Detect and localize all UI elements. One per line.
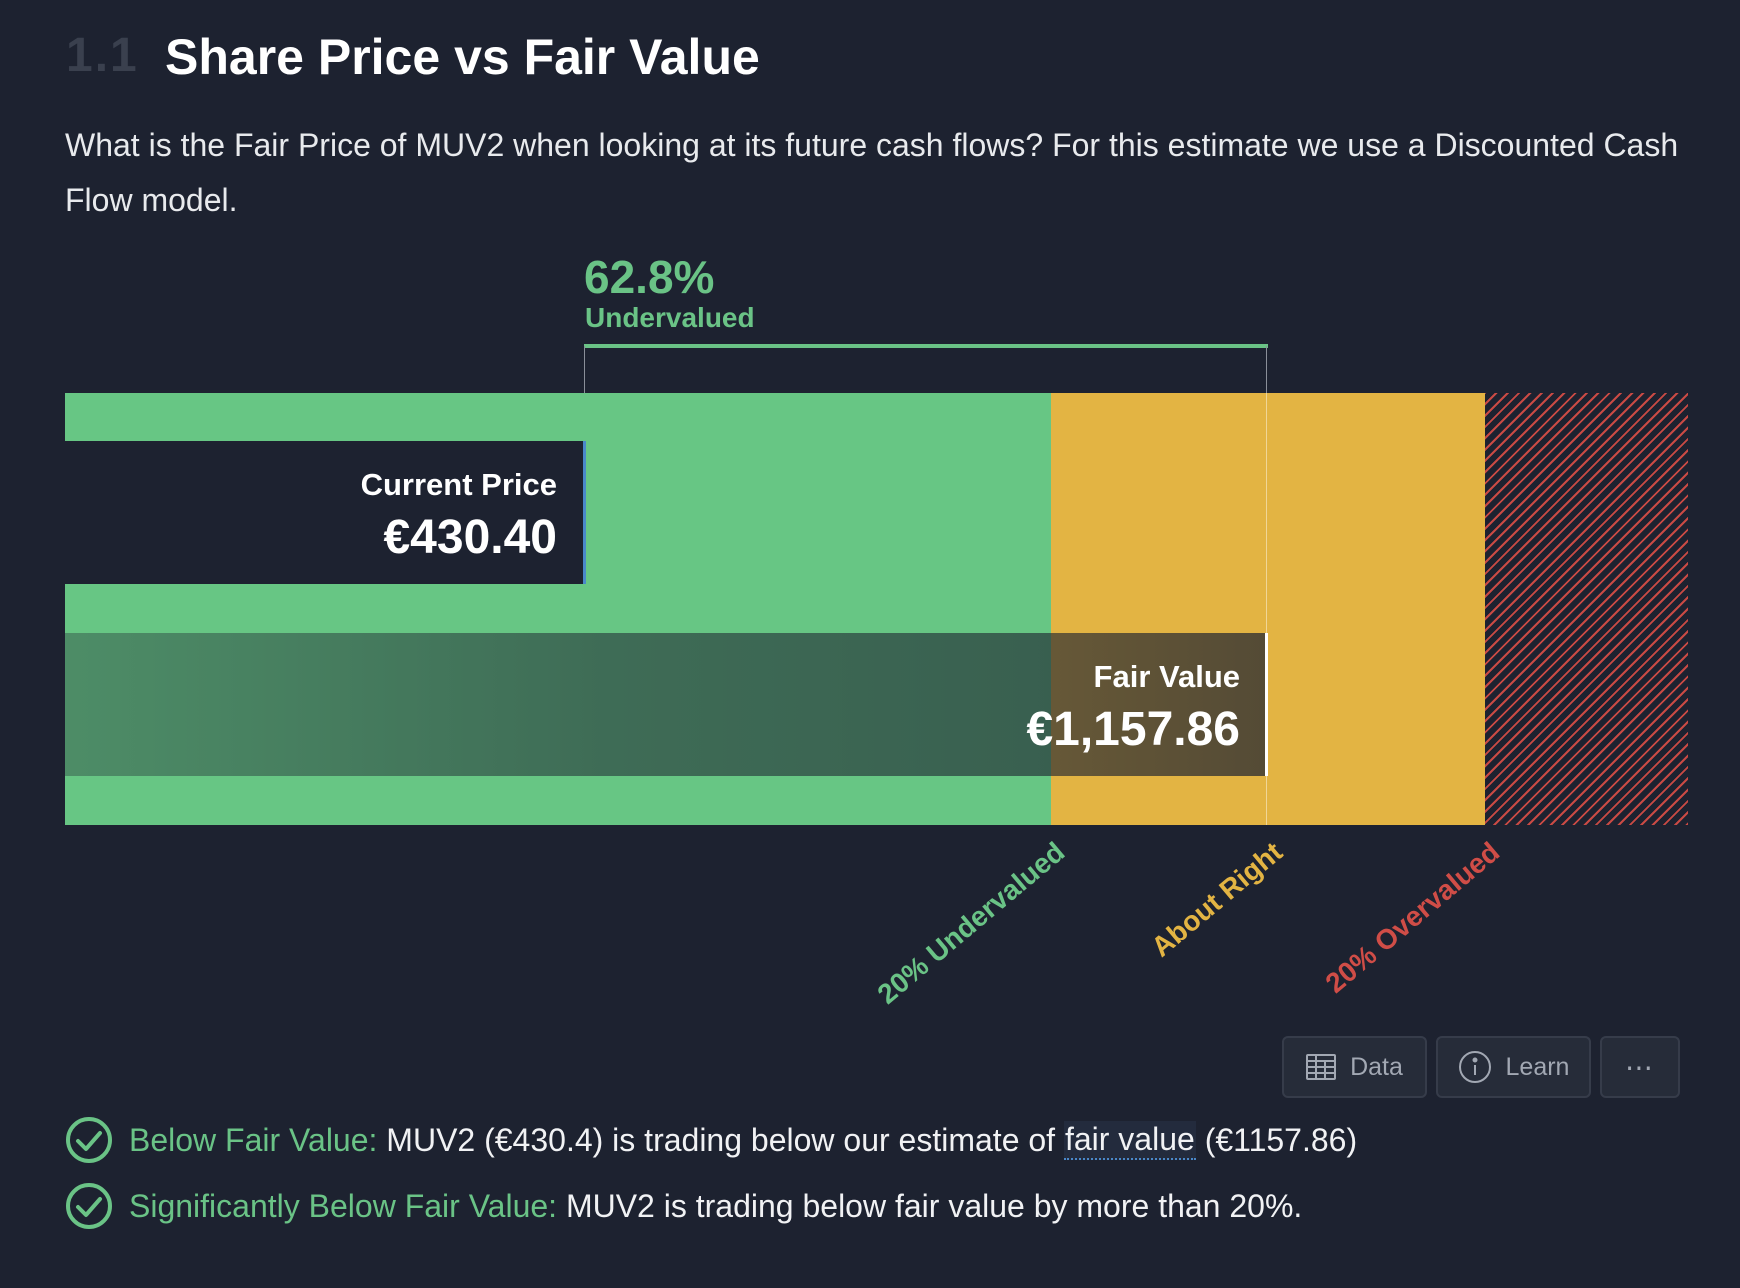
section-number: 1.1 [66,29,139,82]
zone-label-about-right: About Right [1145,836,1288,963]
section-description: What is the Fair Price of MUV2 when look… [65,127,1679,218]
check-item: Significantly Below Fair Value: MUV2 is … [65,1181,1302,1231]
fair-value-label: Fair Value [1093,659,1240,694]
check-text: MUV2 is trading below fair value by more… [557,1187,1303,1224]
check-circle-icon [65,1182,113,1230]
check-circle-icon [65,1116,113,1164]
check-title: Significantly Below Fair Value: [129,1187,558,1224]
data-button-label: Data [1350,1052,1403,1081]
current-price-label: Current Price [360,467,557,502]
data-button[interactable]: Data [1282,1036,1427,1098]
more-options-button[interactable]: ⋯ [1600,1036,1680,1098]
bracket-right-line [1266,346,1267,394]
undervalued-label: Undervalued [585,302,755,333]
fair-value-marker [1265,633,1268,776]
current-price-marker [583,441,586,584]
info-icon [1458,1050,1492,1084]
check-text-end: (€1157.86) [1195,1121,1358,1158]
zone-label-undervalued: 20% Undervalued [871,836,1070,1010]
fair-value-bar [65,633,1265,776]
learn-button-label: Learn [1505,1052,1570,1081]
fair-value-value: €1,157.86 [1026,703,1240,756]
table-icon [1306,1054,1337,1080]
current-price-bar [65,441,583,584]
zone-overvalued [1485,393,1688,825]
bracket-left-line [584,346,585,394]
zone-label-overvalued: 20% Overvalued [1319,836,1505,999]
section-title: Share Price vs Fair Value [165,29,760,85]
undervalued-percent: 62.8% [584,251,715,303]
check-text: MUV2 (€430.4) is trading below our estim… [377,1121,1064,1158]
learn-button[interactable]: Learn [1436,1036,1591,1098]
fair-value-link[interactable]: fair value [1063,1120,1196,1160]
undervalued-bracket [584,344,1268,348]
current-price-value: €430.40 [383,511,557,564]
fair-value-line [1266,393,1267,825]
check-title: Below Fair Value: [129,1121,378,1158]
check-item: Below Fair Value: MUV2 (€430.4) is tradi… [65,1115,1357,1165]
